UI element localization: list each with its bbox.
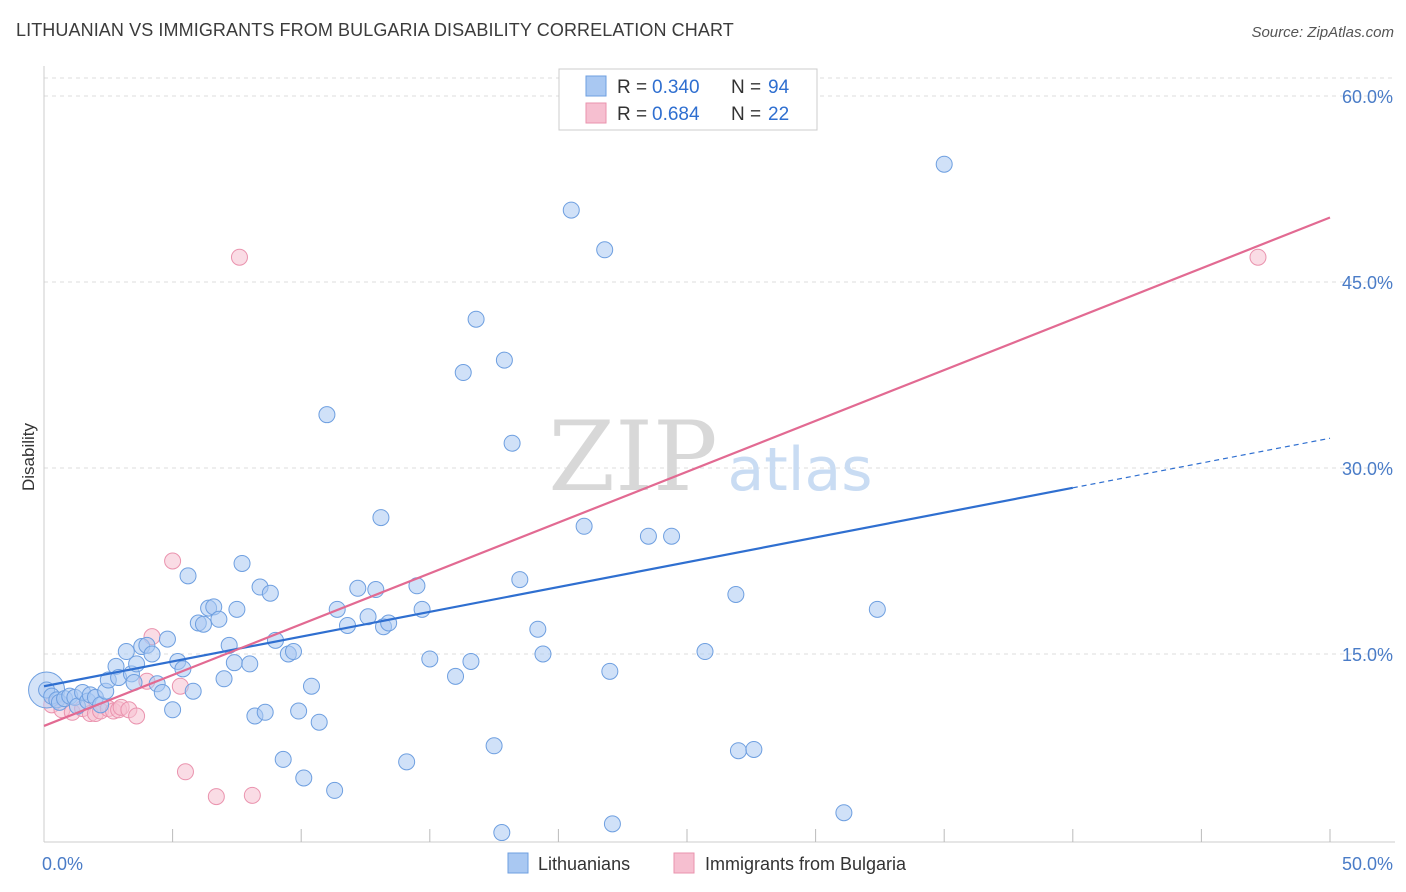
lithuanian-point [727, 585, 745, 603]
lithuanian-point [935, 155, 953, 173]
lithuanian-point [326, 781, 344, 799]
bulgaria-point [1249, 248, 1267, 266]
lithuanian-point [745, 740, 763, 758]
lithuanian-point [215, 670, 233, 688]
lithuanian-point [503, 434, 521, 452]
lithuanian-point [310, 713, 328, 731]
lithuanian-point [233, 554, 251, 572]
watermark-atlas: atlas [728, 435, 873, 505]
lithuanian-point [349, 579, 367, 597]
lithuanian-point [696, 643, 714, 661]
x-tick-label: 50.0% [1342, 854, 1393, 874]
y-tick-label: 60.0% [1342, 87, 1393, 107]
lithuanian-point [398, 753, 416, 771]
lithuanian-point [256, 703, 274, 721]
lithuanian-point [179, 567, 197, 585]
watermark-zip: ZIP [548, 401, 717, 513]
lithuanian-point [210, 610, 228, 628]
x-tick-label: 0.0% [42, 854, 83, 874]
lithuanian-point [462, 652, 480, 670]
legend-n-value-0: 94 [768, 77, 790, 98]
lithuanian-point [338, 616, 356, 634]
lithuanian-trend-extension [1072, 437, 1331, 489]
legend-n-label-0: N = [731, 77, 761, 98]
lithuanian-point [493, 824, 511, 842]
lithuanian-point [596, 241, 614, 259]
lithuanian-point [241, 655, 259, 673]
lithuanian-point [117, 643, 135, 661]
bulgaria-point [243, 786, 261, 804]
chart-title: LITHUANIAN VS IMMIGRANTS FROM BULGARIA D… [16, 20, 734, 40]
bulgaria-point [128, 707, 146, 725]
lithuanian-point [228, 600, 246, 618]
lithuanian-point [495, 351, 513, 369]
lithuanian-point [511, 571, 529, 589]
lithuanian-point [290, 702, 308, 720]
lithuanian-point [639, 527, 657, 545]
lithuanian-point [295, 769, 313, 787]
y-tick-label: 45.0% [1342, 273, 1393, 293]
lithuanian-trend-line [43, 486, 1074, 688]
lithuanian-point [529, 620, 547, 638]
lithuanian-point [467, 310, 485, 328]
source-label: Source: ZipAtlas.com [1251, 24, 1394, 41]
legend-swatch-lithuanians [585, 75, 607, 97]
bulgaria-point [176, 763, 194, 781]
lithuanian-point [380, 614, 398, 632]
bottom-legend-swatch-lithuanians [507, 852, 529, 874]
axes [43, 66, 1395, 843]
lithuanian-point [143, 645, 161, 663]
lithuanian-point [302, 677, 320, 695]
bottom-legend-lithuanians: Lithuanians [538, 854, 630, 874]
trend-lines [43, 216, 1331, 727]
legend-swatch-bulgaria [585, 102, 607, 124]
lithuanian-point [868, 600, 886, 618]
lithuanian-point [447, 667, 465, 685]
y-tick-label: 30.0% [1342, 459, 1393, 479]
lithuanian-point [601, 662, 619, 680]
legend-n-value-1: 22 [768, 104, 789, 125]
lithuanian-point [729, 742, 747, 760]
bulgaria-point [207, 788, 225, 806]
bulgaria-points [43, 248, 1267, 806]
lithuanian-point [485, 737, 503, 755]
lithuanian-point [153, 683, 171, 701]
legend-box: R = 0.340 N = 94 R = 0.684 N = 22 [558, 68, 818, 131]
lithuanian-point [663, 527, 681, 545]
legend-r-label-0: R = [617, 77, 647, 98]
legend-r-value-0: 0.340 [652, 77, 700, 98]
lithuanian-point [284, 643, 302, 661]
bottom-legend-swatch-bulgaria [673, 852, 695, 874]
lithuanian-point [261, 584, 279, 602]
lithuanian-point [534, 645, 552, 663]
bulgaria-point [230, 248, 248, 266]
lithuanian-point [454, 364, 472, 382]
lithuanian-point [372, 509, 390, 527]
bulgaria-point [164, 552, 182, 570]
lithuanian-point [603, 815, 621, 833]
y-tick-label: 15.0% [1342, 645, 1393, 665]
legend-r-value-1: 0.684 [652, 104, 700, 125]
lithuanian-point [225, 654, 243, 672]
legend-r-label-1: R = [617, 104, 647, 125]
tick-labels: 15.0% 30.0% 45.0% 60.0% 0.0% 50.0% [42, 87, 1393, 874]
lithuanian-point [421, 650, 439, 668]
lithuanian-point [184, 682, 202, 700]
bottom-legend-bulgaria: Immigrants from Bulgaria [705, 854, 907, 874]
lithuanian-point [575, 517, 593, 535]
y-axis-label: Disability [19, 422, 38, 491]
bulgaria-trend-line [43, 216, 1331, 727]
lithuanian-point [835, 804, 853, 822]
bottom-legend: Lithuanians Immigrants from Bulgaria [507, 852, 907, 874]
lithuanian-point [164, 701, 182, 719]
lithuanian-point [274, 750, 292, 768]
lithuanian-point [158, 630, 176, 648]
lithuanian-point [318, 406, 336, 424]
legend-n-label-1: N = [731, 104, 761, 125]
lithuanian-point [194, 615, 212, 633]
lithuanian-point [562, 201, 580, 219]
